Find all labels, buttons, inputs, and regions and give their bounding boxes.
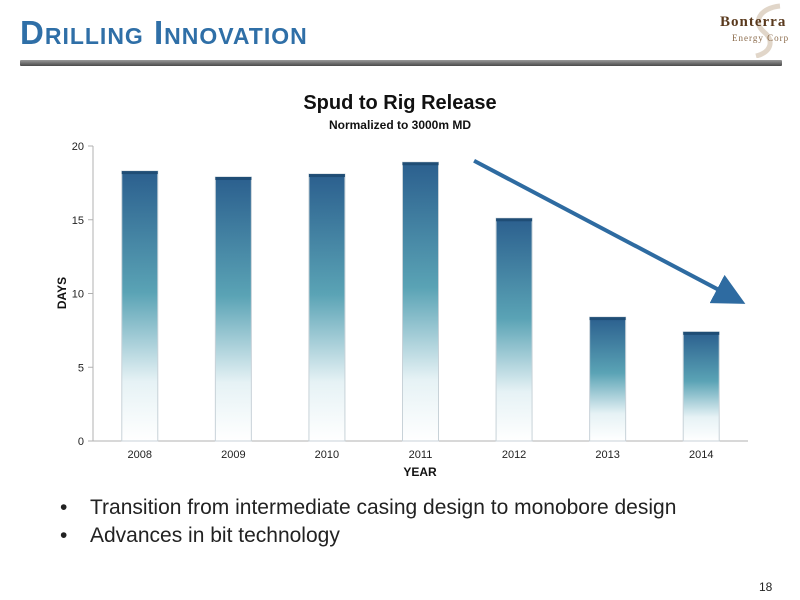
- bar-2009: [214, 176, 252, 442]
- page-number: 18: [759, 580, 773, 594]
- bar-2008: [121, 170, 159, 442]
- bar-cap: [496, 218, 533, 222]
- y-tick-label: 15: [72, 215, 84, 227]
- bar-chart: Spud to Rig Release Normalized to 3000m …: [55, 92, 748, 479]
- bar-2014: [682, 331, 720, 442]
- y-tick-label: 20: [72, 141, 84, 153]
- chart-title: Spud to Rig Release: [303, 92, 496, 114]
- x-tick-label: 2013: [595, 449, 619, 461]
- slide-title: Drilling Innovation: [20, 14, 308, 51]
- bullet-item: • Advances in bit technology: [60, 522, 676, 550]
- bullet-item: • Transition from intermediate casing des…: [60, 494, 676, 522]
- bar-cap: [402, 162, 439, 166]
- bar-2011: [402, 161, 439, 442]
- y-tick-label: 0: [78, 436, 84, 448]
- bar-cap: [308, 174, 345, 178]
- bar-cap: [589, 317, 626, 321]
- bullet-icon: •: [60, 496, 68, 519]
- x-tick-label: 2011: [409, 449, 433, 461]
- bar-2010: [308, 173, 346, 442]
- bar-2013: [589, 316, 627, 442]
- annotations: [473, 158, 746, 304]
- x-tick-label: 2009: [221, 449, 245, 461]
- x-axis-label: YEAR: [403, 465, 437, 479]
- x-tick-label: 2010: [315, 449, 339, 461]
- trend-arrow: [473, 158, 746, 304]
- x-tick-label: 2012: [502, 449, 526, 461]
- bullet-text: Advances in bit technology: [90, 524, 340, 547]
- y-tick-label: 10: [72, 289, 84, 301]
- y-axis-ticks: 0 5 10 15 20: [72, 141, 93, 448]
- bullet-icon: •: [60, 524, 68, 547]
- bar-cap: [215, 176, 252, 180]
- logo-text: Bonterra: [720, 14, 787, 30]
- y-tick-label: 5: [78, 362, 84, 374]
- title-divider: [20, 60, 782, 66]
- x-axis-ticks: 2008 2009 2010 2011 2012 2013 2014: [128, 449, 714, 461]
- bullet-list: • Transition from intermediate casing des…: [60, 494, 676, 550]
- bar-cap: [683, 331, 720, 335]
- x-tick-label: 2014: [689, 449, 713, 461]
- logo-subtext: Energy Corp: [732, 33, 790, 43]
- bullet-text: Transition from intermediate casing desi…: [90, 496, 677, 519]
- bar-cap: [121, 171, 158, 175]
- company-logo: Bonterra Energy Corp: [702, 3, 792, 58]
- bars: [121, 161, 720, 442]
- chart-subtitle: Normalized to 3000m MD: [329, 118, 471, 132]
- y-axis-label: DAYS: [55, 277, 69, 309]
- x-tick-label: 2008: [128, 449, 152, 461]
- bar-2012: [495, 217, 533, 442]
- logo-swirl-icon: [755, 3, 781, 58]
